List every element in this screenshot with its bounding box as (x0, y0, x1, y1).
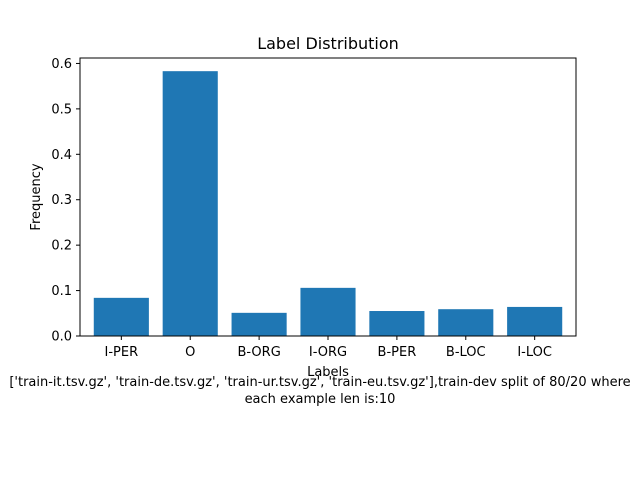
x-tick-label: B-PER (378, 345, 417, 360)
y-tick-label: 0.1 (51, 284, 72, 299)
bars-group (93, 71, 563, 336)
y-tick-label: 0.0 (51, 330, 72, 345)
y-tick-label: 0.2 (51, 239, 72, 254)
y-tick-label: 0.5 (51, 102, 72, 117)
x-tick-label: B-ORG (237, 345, 280, 360)
y-tick-label: 0.3 (51, 193, 72, 208)
bar-i-loc (507, 306, 563, 336)
x-axis-ticks: I-PER O B-ORG I-ORG B-PER B-LOC I-LOC (105, 336, 552, 360)
x-tick-label: I-LOC (517, 345, 552, 360)
caption-line-2: each example len is:10 (244, 392, 396, 407)
y-tick-label: 0.4 (51, 148, 72, 163)
chart-title: Label Distribution (257, 34, 399, 53)
bar-b-loc (438, 309, 494, 336)
y-axis-ticks: 0.0 0.1 0.2 0.3 0.4 0.5 0.6 (51, 57, 80, 345)
x-axis-label: Labels (307, 365, 349, 380)
bar-b-org (231, 312, 287, 336)
plot-frame (79, 57, 577, 337)
bar-o (162, 71, 218, 336)
x-tick-label: I-PER (105, 345, 139, 360)
bar-i-org (300, 287, 356, 336)
y-axis-label: Frequency (29, 163, 44, 230)
y-tick-label: 0.6 (51, 57, 72, 72)
bar-b-per (369, 311, 425, 336)
caption-line-1: ['train-it.tsv.gz', 'train-de.tsv.gz', '… (9, 375, 631, 390)
x-tick-label: O (185, 345, 195, 360)
x-tick-label: I-ORG (309, 345, 347, 360)
x-tick-label: B-LOC (446, 345, 486, 360)
bar-i-per (93, 297, 149, 336)
